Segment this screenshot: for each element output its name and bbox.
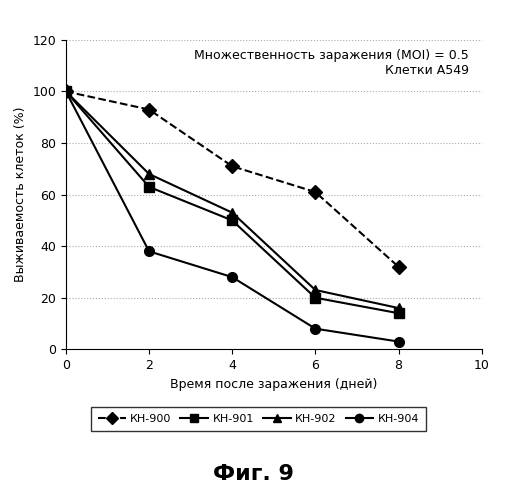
X-axis label: Время после заражения (дней): Время после заражения (дней)	[170, 378, 378, 391]
Text: Фиг. 9: Фиг. 9	[213, 464, 294, 484]
Y-axis label: Выживаемость клеток (%): Выживаемость клеток (%)	[14, 107, 27, 282]
Text: Множественность заражения (MOI) = 0.5
Клетки A549: Множественность заражения (MOI) = 0.5 Кл…	[194, 49, 469, 77]
Legend: КН-900, КН-901, КН-902, КН-904: КН-900, КН-901, КН-902, КН-904	[91, 408, 426, 431]
